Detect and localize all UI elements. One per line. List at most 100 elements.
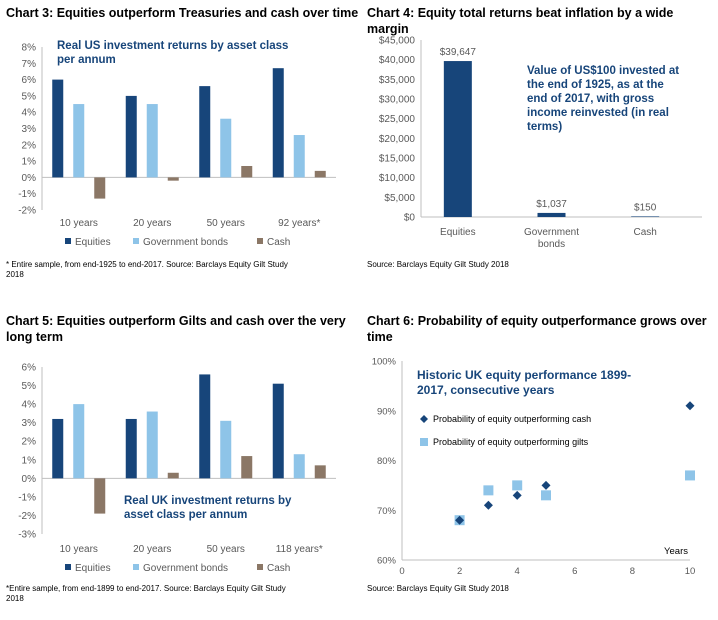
chart3-bar-equities (125, 95, 137, 178)
chart3-x-tick-label: 50 years (207, 218, 245, 229)
chart5-source-line-2: 2018 (6, 594, 24, 603)
chart4-y-tick-label: $40,000 (379, 55, 416, 66)
chart4-x-tick-label: bonds (538, 239, 565, 250)
chart4-source: Source: Barclays Equity Gilt Study 2018 (367, 260, 509, 269)
chart6-x-axis-label: Years (664, 546, 688, 557)
chart5-x-tick-label: 118 years* (276, 544, 323, 555)
chart4-y-tick-label: $10,000 (379, 173, 416, 184)
chart5-y-tick-label: -2% (18, 511, 36, 522)
chart6-annotation-line: 2017, consecutive years (417, 383, 555, 397)
chart6-title-line-1: Chart 6: Probability of equity outperfor… (367, 314, 707, 328)
chart5-x-tick-label: 10 years (60, 544, 98, 555)
chart3-y-tick-label: 0% (22, 173, 37, 184)
chart3-legend-label-equities: Equities (75, 237, 111, 248)
chart3-y-tick-label: -1% (18, 189, 36, 200)
chart3-y-tick-label: 3% (22, 124, 37, 135)
chart3-x-tick-label: 92 years* (278, 218, 320, 229)
chart5-legend-label-equities: Equities (75, 563, 111, 574)
chart4-annotation-line: terms) (527, 121, 562, 133)
chart5-annotation-line: asset class per annum (124, 509, 247, 521)
chart6-y-tick-label: 60% (377, 556, 397, 567)
chart6-plot: 60% 70% 80% 90% 100% 0 2 4 6 8 10 Years Historic UK … (372, 357, 696, 578)
chart6-y-tick-label: 70% (377, 506, 397, 517)
chart3-legend-swatch-equities (65, 238, 71, 244)
chart5-bar-cash (167, 472, 179, 479)
chart3-annotation-line: per annum (57, 54, 116, 66)
chart5-title-line-1: Chart 5: Equities outperform Gilts and c… (6, 314, 346, 328)
chart3-source-line-1: * Entire sample, from end-1925 to end-20… (6, 260, 288, 269)
chart4-bar (443, 61, 472, 218)
chart6-annotation-line: Historic UK equity performance 1899- (417, 368, 631, 382)
chart6-x-tick-label: 2 (457, 566, 462, 577)
chart5-source: *Entire sample, from end-1899 to end-201… (6, 584, 286, 604)
chart6-y-tick-label: 90% (377, 406, 397, 417)
chart3-source-line-2: 2018 (6, 270, 24, 279)
chart3-bar-government-bonds (220, 118, 232, 178)
chart4-y-tick-label: $5,000 (384, 193, 415, 204)
chart3-plot: -2% -1% 0% 1% 2% 3% 4% 5% 6% 7% 8% 10 years 20 years… (18, 40, 336, 248)
chart6-point-gilts (685, 470, 695, 481)
chart4-plot: $0 $5,000 $10,000 $15,000 $20,000 $25,000 $30,… (379, 36, 702, 250)
chart3-bar-government-bonds (293, 135, 305, 178)
chart4-y-tick-label: $0 (404, 213, 416, 224)
chart5-bar-government-bonds (293, 454, 305, 479)
chart6-point-gilts (483, 485, 494, 496)
chart3-x-tick-label: 10 years (60, 218, 98, 229)
chart5-legend-label-cash: Cash (267, 563, 290, 574)
chart6-point-gilts (541, 490, 551, 501)
chart6-legend-marker-cash (420, 415, 428, 423)
chart5-y-tick-label: 2% (22, 437, 37, 448)
chart3-bar-cash (241, 165, 253, 178)
chart3-bar-equities (272, 68, 284, 178)
chart4-annotation-line: the end of 1925, as at the (527, 79, 664, 91)
chart3-source: * Entire sample, from end-1925 to end-20… (6, 260, 288, 280)
chart4-annotation-line: Value of US$100 invested at (527, 65, 679, 77)
chart6-point-cash (541, 480, 551, 490)
chart5-bar-government-bonds (146, 411, 158, 479)
chart3-y-tick-label: -2% (18, 206, 36, 217)
chart5-bar-equities (52, 418, 64, 479)
chart6-legend-marker-gilts (420, 438, 428, 446)
chart5-title-line-2: long term (6, 330, 63, 344)
chart5-bar-government-bonds (220, 420, 232, 479)
chart6-title-line-2: time (367, 330, 393, 344)
chart4-y-tick-label: $20,000 (379, 134, 416, 145)
chart4-annotation-line: income reinvested (in real (527, 107, 669, 119)
chart6-x-tick-label: 8 (630, 566, 635, 577)
chart3-legend-label-government-bonds: Government bonds (143, 237, 228, 248)
chart3-bar-equities (199, 86, 211, 178)
chart6-x-tick-label: 0 (399, 566, 404, 577)
chart3-bar-cash (314, 170, 326, 178)
chart5-bar-equities (199, 374, 211, 479)
chart3-y-tick-label: 2% (22, 140, 37, 151)
chart4-annotation-line: end of 2017, with gross (527, 93, 654, 105)
chart6-legend-label-cash: Probability of equity outperforming cash (433, 414, 591, 424)
chart3-y-tick-label: 6% (22, 75, 37, 86)
chart6-point-gilts (512, 480, 523, 491)
chart4-x-tick-label: Cash (633, 227, 656, 238)
chart4-data-label: $39,647 (440, 47, 477, 58)
chart5-y-tick-label: 5% (22, 381, 37, 392)
chart5-bar-cash (241, 456, 253, 479)
chart5-bar-cash (314, 465, 326, 479)
chart6-source: Source: Barclays Equity Gilt Study 2018 (367, 584, 509, 593)
chart4-y-tick-label: $25,000 (379, 114, 416, 125)
chart5-legend-label-government-bonds: Government bonds (143, 563, 228, 574)
chart3-bar-cash (167, 177, 179, 181)
chart3-bar-government-bonds (73, 104, 85, 178)
chart3-bar-equities (52, 79, 64, 178)
chart6-point-cash (512, 490, 522, 500)
chart6-x-tick-label: 6 (572, 566, 577, 577)
chart3-legend-swatch-cash (257, 238, 263, 244)
chart6-x-tick-label: 4 (515, 566, 520, 577)
chart4-y-tick-label: $15,000 (379, 154, 416, 165)
chart3-y-tick-label: 7% (22, 59, 37, 70)
chart5-bar-government-bonds (73, 404, 85, 479)
chart4-title: Chart 4: Equity total returns beat infla… (367, 6, 674, 36)
chart5-source-line-1: *Entire sample, from end-1899 to end-201… (6, 584, 286, 593)
chart3-bar-government-bonds (146, 104, 158, 178)
chart5-y-tick-label: 0% (22, 474, 37, 485)
chart5-x-tick-label: 50 years (207, 544, 245, 555)
chart4-x-tick-label: Equities (440, 227, 476, 238)
chart6-point-cash (455, 515, 465, 525)
